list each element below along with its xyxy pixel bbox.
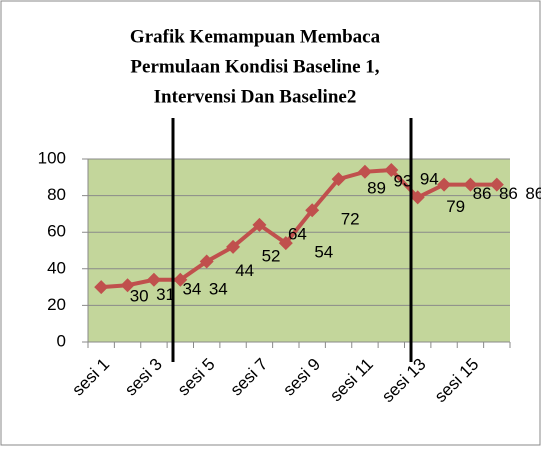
data-point	[120, 278, 135, 293]
data-point	[331, 172, 346, 187]
chart-title: Intervensi Dan Baseline2	[154, 86, 357, 107]
y-tick-label: 40	[47, 258, 66, 277]
data-point	[199, 254, 214, 269]
y-tick-label: 20	[47, 295, 66, 314]
data-point	[94, 280, 109, 295]
data-point	[305, 203, 320, 218]
data-label: 86	[525, 184, 541, 203]
data-label: 94	[420, 169, 439, 188]
data-label: 72	[341, 210, 360, 229]
data-label: 54	[314, 243, 333, 262]
data-label: 44	[235, 261, 254, 280]
data-label: 79	[446, 197, 465, 216]
data-point	[278, 236, 293, 251]
data-point	[357, 164, 372, 179]
plot-area	[88, 159, 510, 342]
data-point	[226, 239, 241, 254]
data-point	[437, 177, 452, 192]
data-label: 86	[499, 184, 518, 203]
data-label: 86	[473, 184, 492, 203]
chart-title: Grafik Kemampuan Membaca	[130, 26, 381, 47]
data-point	[463, 177, 478, 192]
y-tick-label: 80	[47, 185, 66, 204]
data-label: 64	[288, 224, 307, 243]
data-label: 34	[182, 279, 201, 298]
data-point	[146, 272, 161, 287]
data-label: 93	[393, 171, 412, 190]
data-label: 52	[262, 246, 281, 265]
data-label: 89	[367, 179, 386, 198]
data-label: 30	[130, 287, 149, 306]
data-label: 31	[156, 285, 175, 304]
y-tick-label: 60	[47, 222, 66, 241]
y-tick-label: 100	[38, 148, 66, 167]
data-point	[384, 162, 399, 177]
data-point	[410, 190, 425, 205]
data-point	[252, 217, 267, 232]
data-point	[173, 272, 188, 287]
data-line	[101, 167, 497, 290]
y-tick-label: 0	[57, 331, 66, 350]
data-point	[489, 177, 504, 192]
chart-title: Permulaan Kondisi Baseline 1,	[130, 56, 379, 77]
data-label: 34	[209, 279, 228, 298]
